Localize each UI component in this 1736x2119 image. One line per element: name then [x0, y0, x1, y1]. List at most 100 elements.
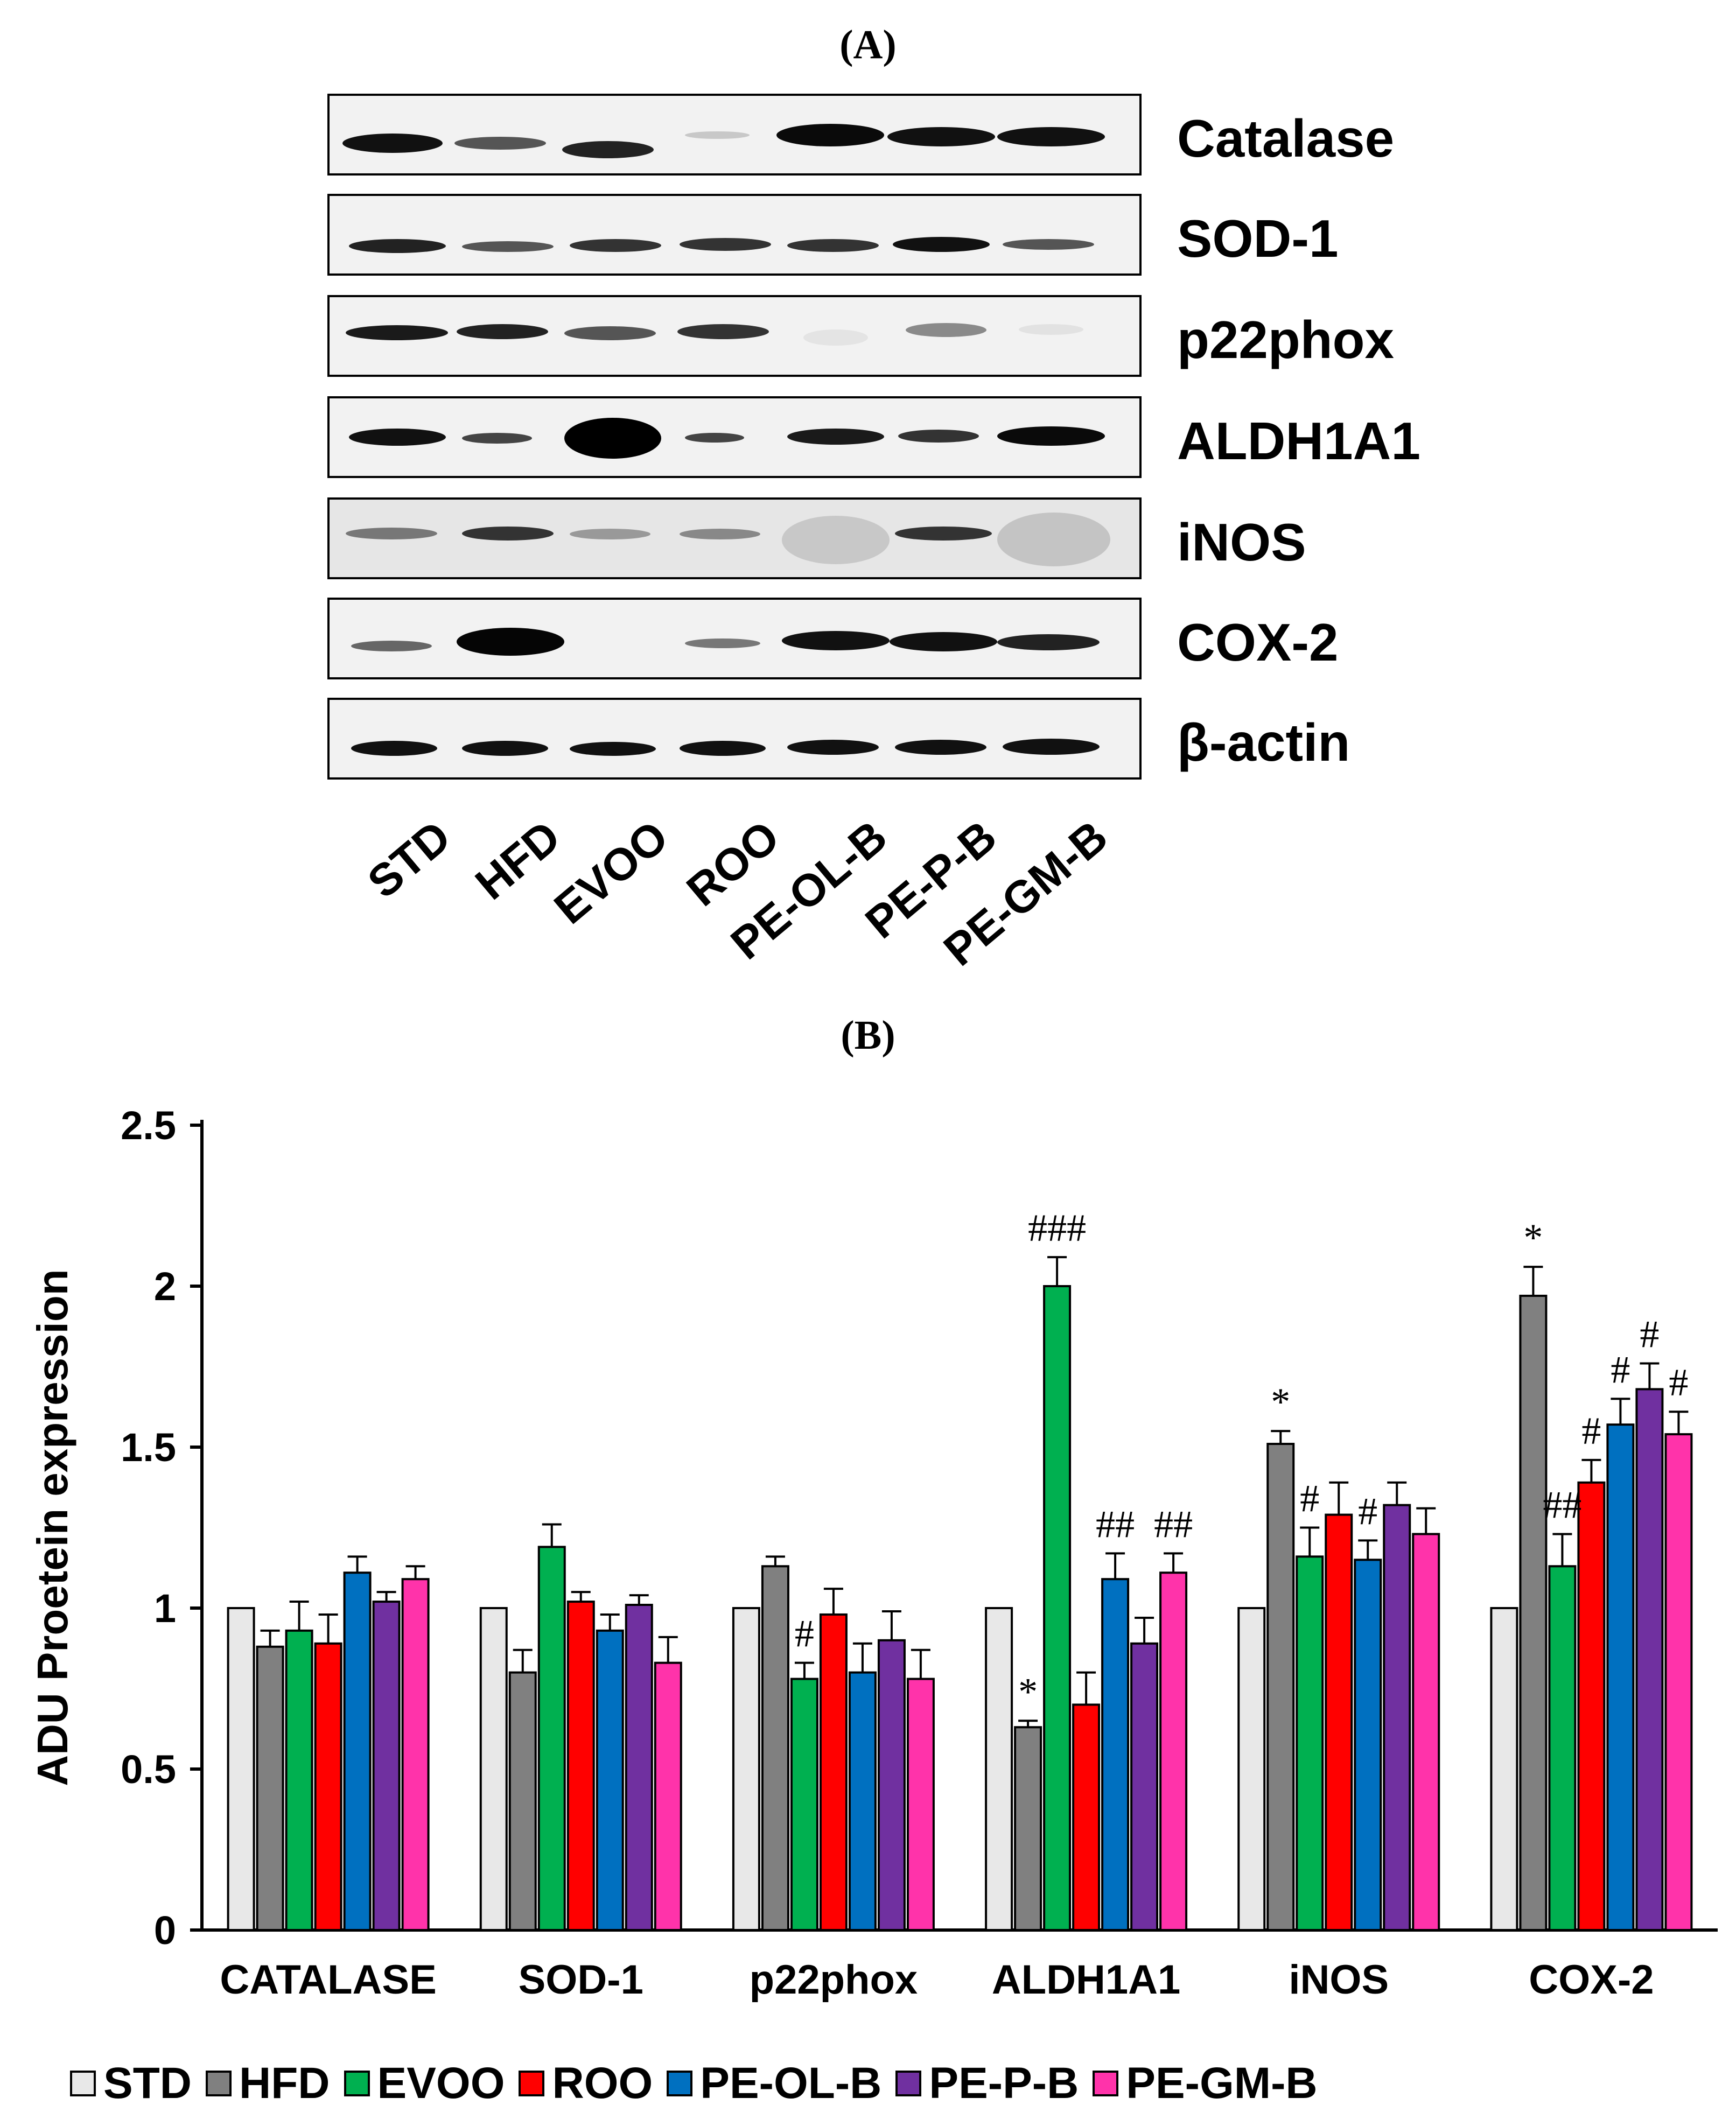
- blot-row-inos: [327, 497, 1142, 579]
- x-tick-label-SOD-1: SOD-1: [519, 1957, 643, 2003]
- legend-label: STD: [103, 2059, 192, 2108]
- bar-PE-P-B-iNOS: [1383, 1504, 1411, 1931]
- legend-label: EVOO: [377, 2059, 505, 2108]
- y-axis-title: ADU Proetein expression: [29, 1269, 76, 1786]
- bar-PE-OL-B-p22phox: [848, 1671, 877, 1931]
- bar-PE-GM-B-iNOS: [1412, 1533, 1440, 1931]
- annotation-PE-OL-B-iNOS: #: [1358, 1490, 1377, 1533]
- annotation-EVOO-ALDH1A1: ###: [1028, 1206, 1086, 1250]
- protein-label-p22phox: p22phox: [1177, 310, 1394, 369]
- bar-STD-COX-2: [1490, 1607, 1518, 1931]
- x-tick-label-CATALASE: CATALASE: [220, 1957, 437, 2003]
- bar-STD-p22phox: [732, 1607, 760, 1931]
- y-tick-label: 2: [154, 1264, 176, 1309]
- x-tick-label-iNOS: iNOS: [1289, 1957, 1389, 2003]
- bar-chart: 0 0.5 1 1.5 2 2.5 ADU Proetein expression CATAL…: [29, 1103, 1718, 2003]
- bar-ROO-SOD-1: [566, 1601, 595, 1931]
- legend-label: PE-P-B: [929, 2059, 1079, 2108]
- legend-label: PE-OL-B: [700, 2059, 882, 2108]
- y-tick-label: 0.5: [121, 1747, 176, 1792]
- bar-PE-OL-B-ALDH1A1: [1101, 1578, 1130, 1931]
- bar-STD-CATALASE: [227, 1607, 255, 1931]
- bar-PE-P-B-ALDH1A1: [1130, 1642, 1159, 1931]
- legend-item-PE-GM-B: PE-GM-B: [1093, 2059, 1318, 2108]
- protein-label-beta-actin: β-actin: [1177, 713, 1350, 772]
- legend-swatch: [344, 2071, 370, 2096]
- lane-label-evoo: EVOO: [544, 810, 678, 934]
- bar-PE-OL-B-CATALASE: [343, 1571, 372, 1931]
- bar-ROO-iNOS: [1325, 1513, 1353, 1931]
- annotation-PE-GM-B-COX-2: #: [1669, 1361, 1688, 1404]
- annotation-PE-OL-B-COX-2: #: [1611, 1348, 1630, 1391]
- y-tick-label: 2.5: [121, 1103, 176, 1148]
- bar-HFD-p22phox: [761, 1565, 789, 1931]
- bar-PE-GM-B-SOD-1: [654, 1661, 682, 1932]
- legend-swatch: [70, 2071, 96, 2096]
- bar-HFD-ALDH1A1: [1014, 1726, 1042, 1931]
- legend-swatch: [519, 2071, 545, 2096]
- y-tick-label: 1.5: [121, 1425, 176, 1470]
- annotation-EVOO-COX-2: ##: [1543, 1483, 1581, 1526]
- bar-ROO-COX-2: [1577, 1481, 1606, 1931]
- blot-row-catalase: [327, 94, 1142, 176]
- bar-PE-P-B-COX-2: [1635, 1388, 1664, 1931]
- blot-row-p22phox: [327, 295, 1142, 377]
- legend-item-EVOO: EVOO: [344, 2061, 505, 2106]
- bar-ROO-ALDH1A1: [1072, 1703, 1101, 1932]
- bar-EVOO-COX-2: [1548, 1565, 1577, 1931]
- bar-STD-SOD-1: [479, 1607, 508, 1931]
- annotation-HFD-COX-2: *: [1523, 1216, 1543, 1259]
- panel-b-label: (B): [841, 1013, 895, 1058]
- annotation-PE-OL-B-ALDH1A1: ##: [1096, 1503, 1135, 1546]
- bar-STD-ALDH1A1: [985, 1607, 1013, 1931]
- blot-row-cox2: [327, 598, 1142, 679]
- legend-item-ROO: ROO: [519, 2061, 653, 2106]
- legend-item-HFD: HFD: [206, 2061, 330, 2106]
- protein-label-sod1: SOD-1: [1177, 209, 1339, 268]
- bar-PE-P-B-SOD-1: [625, 1604, 653, 1931]
- bar-EVOO-ALDH1A1: [1043, 1285, 1072, 1931]
- bar-EVOO-p22phox: [790, 1678, 818, 1932]
- panel-a-label: (A): [839, 22, 897, 67]
- annotation-PE-P-B-COX-2: #: [1640, 1313, 1659, 1356]
- legend-swatch: [667, 2071, 693, 2096]
- annotation-EVOO-iNOS: #: [1300, 1477, 1319, 1520]
- bar-PE-P-B-p22phox: [877, 1639, 906, 1932]
- protein-label-cox2: COX-2: [1177, 613, 1339, 672]
- annotation-EVOO-p22phox: #: [795, 1612, 814, 1655]
- bar-HFD-CATALASE: [256, 1645, 284, 1931]
- protein-label-catalase: Catalase: [1177, 109, 1395, 168]
- legend-item-PE-OL-B: PE-OL-B: [667, 2061, 881, 2106]
- bar-ROO-CATALASE: [314, 1642, 342, 1931]
- bar-HFD-SOD-1: [508, 1671, 537, 1931]
- bar-PE-GM-B-ALDH1A1: [1159, 1571, 1188, 1931]
- bar-PE-OL-B-iNOS: [1354, 1559, 1382, 1931]
- blot-row-aldh1a1: [327, 396, 1142, 478]
- protein-label-inos: iNOS: [1177, 513, 1306, 572]
- legend-item-STD: STD: [70, 2061, 192, 2106]
- blot-row-sod1: [327, 194, 1142, 276]
- legend-swatch: [895, 2071, 922, 2096]
- bar-PE-GM-B-p22phox: [906, 1678, 935, 1932]
- chart-legend: STD HFD EVOO ROO PE-OL-B PE-P-B PE-GM-B: [70, 2057, 1685, 2110]
- lane-label-std: STD: [358, 810, 460, 908]
- legend-label: HFD: [239, 2059, 330, 2108]
- bar-PE-OL-B-COX-2: [1606, 1423, 1635, 1931]
- annotation-ROO-COX-2: #: [1581, 1409, 1601, 1453]
- bar-EVOO-SOD-1: [537, 1546, 566, 1931]
- bar-PE-P-B-CATALASE: [372, 1601, 401, 1931]
- x-tick-label-ALDH1A1: ALDH1A1: [992, 1957, 1181, 2003]
- x-tick-label-COX-2: COX-2: [1529, 1957, 1654, 2003]
- legend-label: ROO: [552, 2059, 653, 2108]
- legend-swatch: [1093, 2071, 1119, 2096]
- bar-PE-OL-B-SOD-1: [596, 1629, 624, 1931]
- y-tick-label: 0: [154, 1908, 176, 1953]
- legend-item-PE-P-B: PE-P-B: [895, 2061, 1079, 2106]
- legend-label: PE-GM-B: [1126, 2059, 1318, 2108]
- annotation-HFD-ALDH1A1: *: [1018, 1670, 1038, 1713]
- bar-EVOO-iNOS: [1296, 1555, 1324, 1931]
- x-tick-label-p22phox: p22phox: [750, 1957, 918, 2003]
- bar-PE-GM-B-COX-2: [1664, 1433, 1693, 1931]
- annotation-PE-GM-B-ALDH1A1: ##: [1154, 1503, 1193, 1546]
- bar-HFD-COX-2: [1519, 1294, 1548, 1932]
